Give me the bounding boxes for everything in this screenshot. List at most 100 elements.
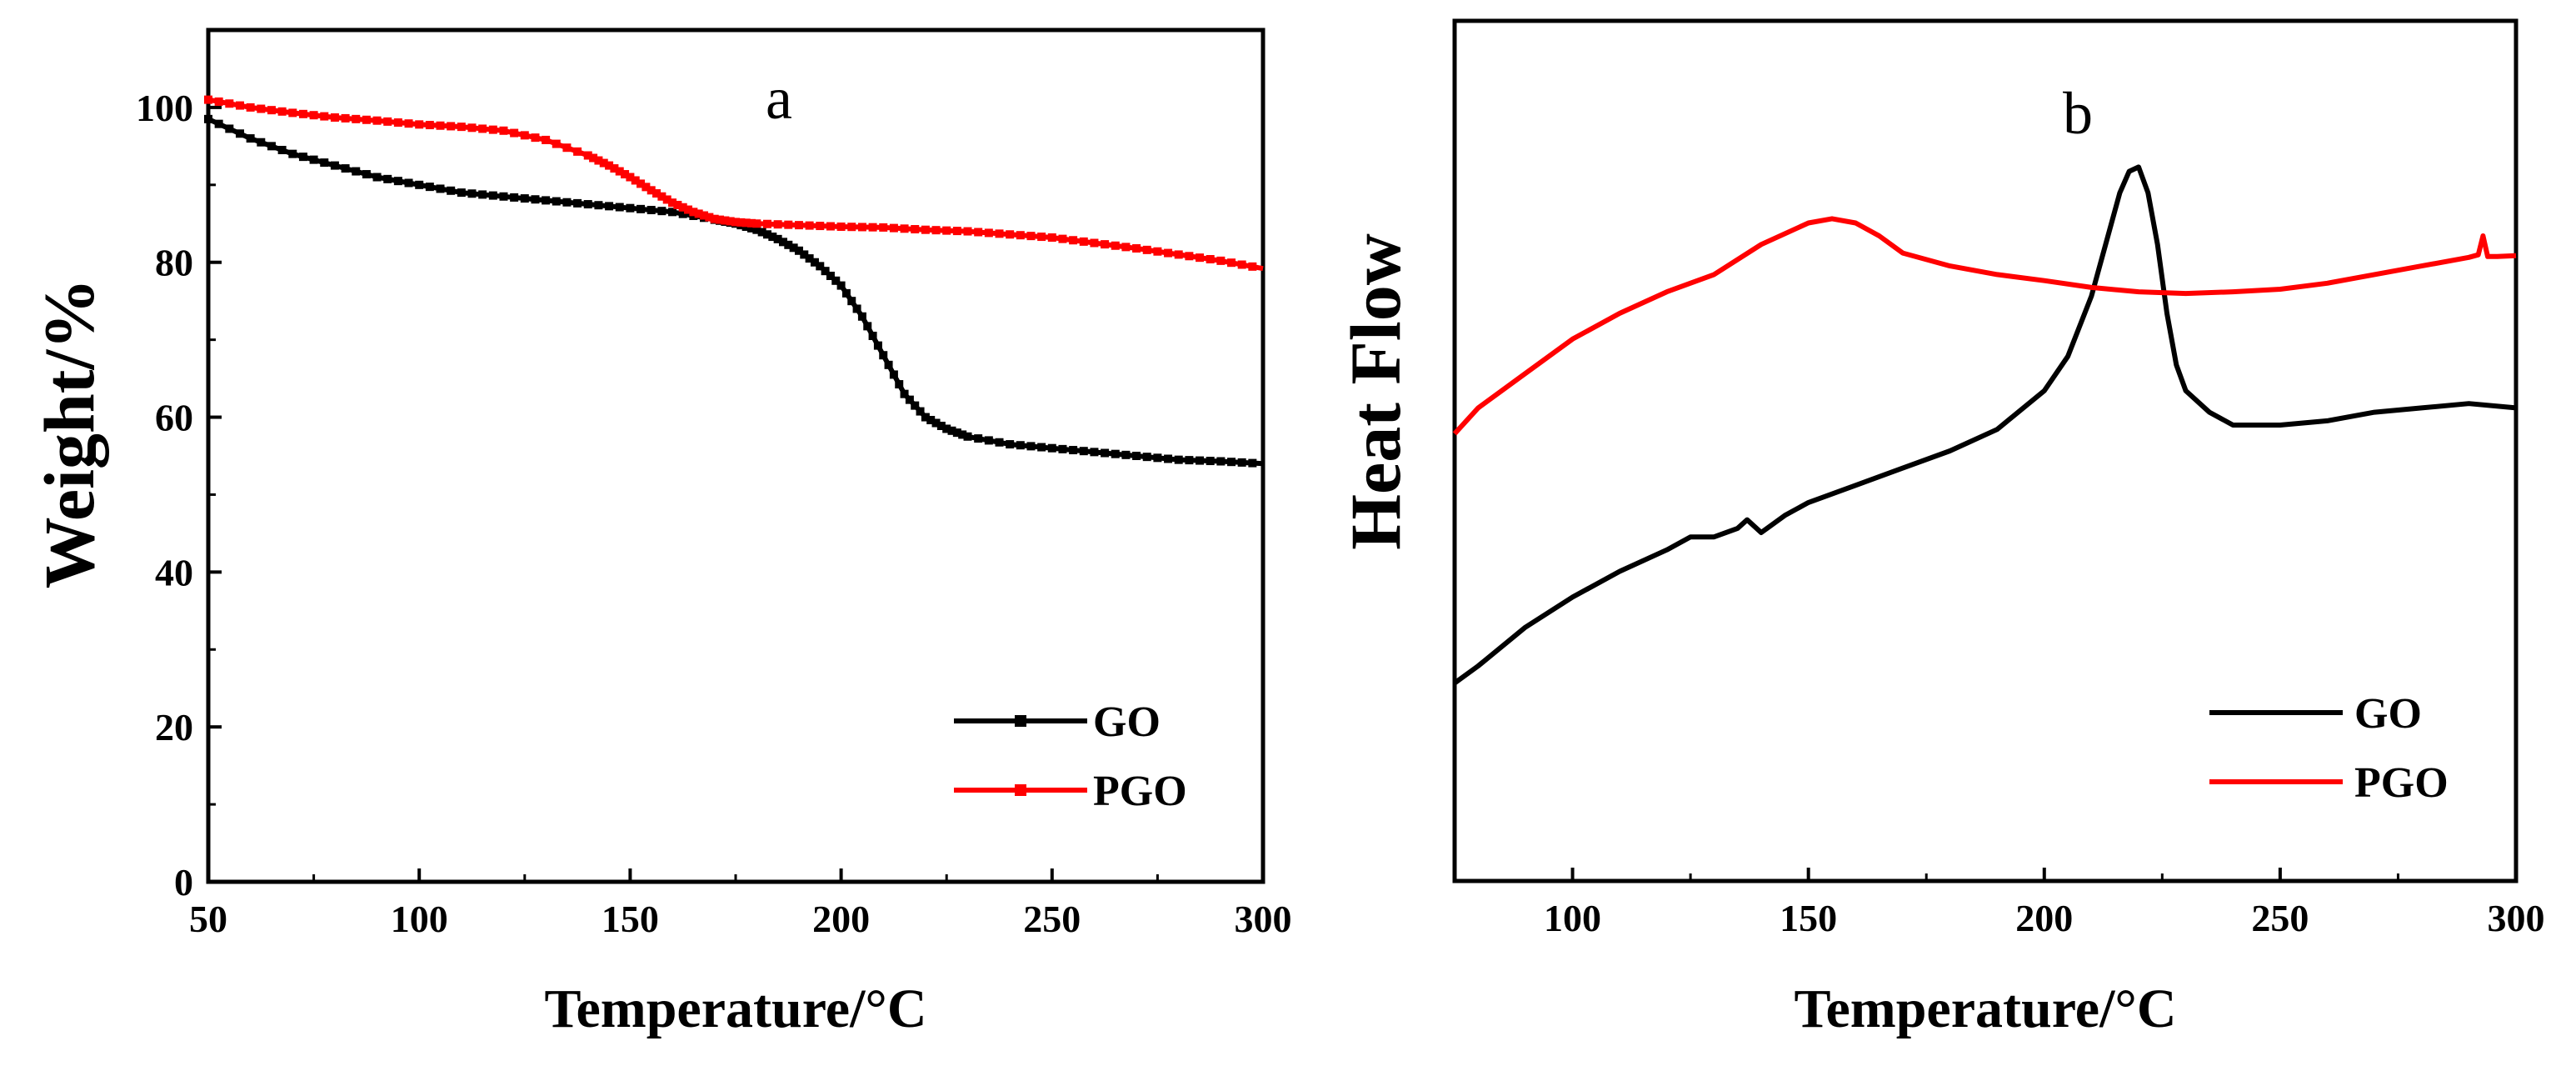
panel-a-series-go-marker	[626, 203, 635, 213]
panel-a-series-pgo-marker	[393, 118, 402, 128]
panel-a-series-go-marker	[678, 209, 687, 218]
panel-a-series-go-marker	[214, 119, 223, 128]
panel-a-legend: GO PGO	[954, 698, 1187, 815]
panel-a-series-pgo-marker	[1090, 238, 1099, 248]
panel-a-series-go-marker	[800, 250, 809, 259]
panel-a-series-go-marker	[900, 389, 909, 398]
panel-a-x-tick-label: 300	[1235, 898, 1292, 940]
panel-a-series-pgo-marker	[610, 164, 619, 173]
panel-a-series-pgo-marker	[467, 123, 477, 133]
panel-a-series-go-marker	[778, 238, 787, 247]
panel-a-series-go-marker	[1101, 448, 1110, 458]
panel-a-series-pgo-marker	[488, 125, 497, 134]
panel-a-series-pgo-marker	[942, 226, 951, 235]
panel-a-series-pgo-marker	[1206, 255, 1215, 264]
panel-a-series-go-marker	[1216, 457, 1226, 466]
panel-a-series-go-marker	[926, 416, 936, 425]
panel-a-series-pgo-marker	[626, 173, 635, 182]
panel-b-series-go-line	[1453, 164, 2517, 686]
panel-a-series-go-marker	[821, 267, 830, 276]
panel-a-series-go-marker	[372, 173, 382, 182]
panel-a-series-pgo-marker	[499, 126, 508, 135]
panel-b-x-tick-label: 200	[2015, 897, 2073, 939]
panel-a-series-go-marker	[352, 167, 361, 176]
panel-a-series-pgo-marker	[1132, 244, 1141, 253]
panel-b-legend-pgo-label: PGO	[2354, 759, 2449, 807]
panel-a-x-tick-label: 50	[189, 898, 227, 940]
panel-a-series-pgo-marker	[267, 106, 276, 115]
panel-a-series-go-marker	[457, 188, 466, 198]
panel-a-series-pgo-marker	[589, 153, 598, 163]
panel-a-series-pgo-marker	[879, 223, 888, 232]
panel-a-series-go-marker	[831, 276, 841, 285]
panel-a-x-axis-title: Temperature/°C	[544, 978, 926, 1039]
panel-a-y-tick-label: 20	[155, 706, 193, 748]
panel-a-series-pgo-marker	[963, 227, 972, 236]
panel-a-series-pgo-marker	[1047, 233, 1056, 242]
panel-a-series-pgo-marker	[736, 218, 746, 227]
panel-a-series-pgo-marker	[309, 111, 318, 120]
panel-a-series-go-marker	[330, 161, 339, 170]
panel-a-series-pgo-marker	[447, 122, 456, 131]
panel-a-series-go-marker	[657, 207, 666, 216]
panel-a-series-go-marker	[415, 180, 424, 189]
panel-a-series-go-marker	[320, 158, 329, 168]
panel-a-series-pgo-marker	[1079, 237, 1088, 246]
panel-a-series-go-marker	[1227, 458, 1236, 467]
panel-a-series-pgo-marker	[457, 123, 466, 132]
panel-a-series-go-marker	[879, 351, 888, 360]
panel-a-series-pgo-marker	[436, 121, 445, 130]
panel-a-series-pgo-marker	[900, 224, 909, 233]
panel-a-series-go-marker	[447, 186, 456, 195]
panel-a-series-pgo-marker	[277, 107, 287, 116]
panel-a-series-pgo-marker	[1016, 231, 1025, 240]
panel-a-series-go-marker	[668, 208, 677, 217]
panel-a-series-go-marker	[794, 246, 803, 255]
panel-a-y-tick-label: 60	[155, 397, 193, 439]
panel-a-series-pgo-marker	[805, 221, 814, 230]
panel-a-series-pgo-marker	[726, 217, 735, 226]
panel-a-series-pgo-marker	[637, 179, 646, 188]
panel-a-series-pgo-marker	[836, 222, 846, 231]
panel-a-series-pgo-marker	[214, 97, 223, 106]
panel-a-series-pgo-marker	[330, 113, 339, 122]
panel-b-x-tick-label: 100	[1544, 897, 1601, 939]
panel-b-x-tick-label: 250	[2251, 897, 2309, 939]
panel-b-label: b	[2063, 80, 2093, 147]
panel-a-series-pgo-marker	[752, 219, 761, 228]
panel-a-series-pgo-marker	[642, 183, 651, 192]
panel-a-series-pgo-marker	[921, 225, 930, 234]
panel-a-series-pgo-marker	[320, 112, 329, 121]
panel-a-series-pgo-marker	[678, 203, 687, 212]
panel-a-series-go-marker	[863, 322, 872, 331]
panel-a-series-go-marker	[1006, 440, 1015, 449]
panel-a-series-go-marker	[467, 189, 477, 198]
panel-a-series-go-marker	[478, 190, 487, 199]
panel-a-series-go-marker	[520, 194, 529, 203]
panel-a-series-go-marker	[921, 413, 930, 422]
panel-a-series-pgo-marker	[1058, 234, 1067, 243]
panel-a-series-pgo-marker	[204, 95, 212, 104]
panel-a-series-pgo-marker	[889, 223, 898, 233]
panel-a-series-pgo-marker	[1185, 252, 1194, 261]
panel-a-series-pgo-marker	[288, 108, 297, 118]
panel-a-series-go-marker	[235, 129, 244, 138]
panel-a-series-pgo-marker	[510, 128, 519, 138]
panel-a-series-go-marker	[889, 370, 898, 379]
panel-a-series-pgo-marker	[847, 223, 856, 232]
panel-a-series-go-marker	[852, 304, 861, 313]
panel-a-series-go-marker	[984, 436, 993, 445]
panel-a-series-pgo-marker	[425, 121, 434, 130]
panel-b: 100 150 200 250 300 b Temperature/°C Heat Fl…	[1335, 18, 2545, 1039]
panel-a-series-pgo-marker	[1174, 250, 1183, 259]
panel-a-series-pgo-marker	[911, 225, 920, 234]
panel-a-series-go-marker	[436, 184, 445, 193]
panel-a-y-axis-title: Weight/%	[29, 278, 109, 589]
panel-a: 50 100 150 200 250 300 0 20 40 60 80 100 a Temperat…	[29, 28, 1292, 1039]
panel-a-series-go-marker	[931, 418, 941, 428]
panel-a-y-tick-label: 0	[174, 861, 193, 903]
panel-a-series-go-marker	[816, 262, 825, 271]
panel-a-series-pgo-marker	[1026, 232, 1036, 241]
panel-a-series-go-marker	[594, 201, 603, 210]
